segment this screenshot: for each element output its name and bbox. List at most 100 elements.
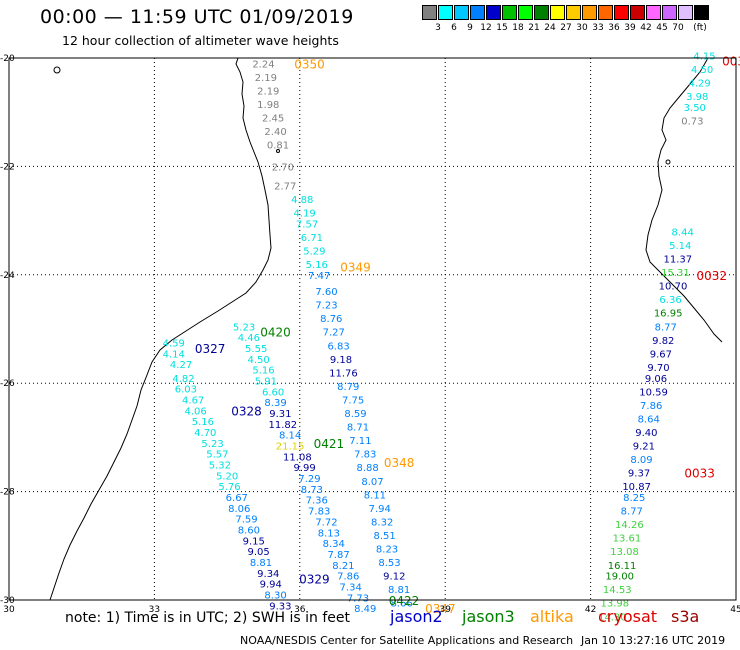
wave-height-label: 8.51	[373, 531, 395, 542]
wave-height-label: 4.88	[291, 195, 313, 206]
wave-height-label: 5.55	[245, 344, 267, 355]
wave-height-label: 5.57	[206, 450, 228, 461]
satellite-jason3: jason3	[462, 607, 515, 626]
lon-tick-label: 42	[585, 605, 596, 615]
legend-swatch	[678, 5, 693, 20]
legend-swatch	[614, 5, 629, 20]
lon-tick-label: 36	[294, 605, 306, 615]
wave-height-label: 4.50	[691, 65, 713, 76]
wave-height-label: 7.94	[369, 504, 391, 515]
wave-height-label: 7.86	[337, 572, 359, 583]
satellite-s3a: s3a	[671, 607, 700, 626]
wave-height-label: 7.83	[308, 507, 330, 518]
legend-swatch	[534, 5, 549, 20]
wave-height-label: 8.13	[318, 528, 340, 539]
legend-label: 36	[608, 23, 620, 33]
wave-height-label: 7.23	[315, 301, 337, 312]
wave-height-label: 7.87	[327, 550, 349, 561]
wave-height-label: 14.26	[615, 520, 644, 531]
island	[665, 159, 671, 165]
wave-height-label: 8.21	[332, 561, 354, 572]
wave-height-label: 7.27	[323, 328, 345, 339]
wave-height-label: 8.73	[301, 485, 323, 496]
wave-height-label: 7.60	[315, 287, 337, 298]
wave-height-label: 8.88	[357, 463, 379, 474]
credit-line: NOAA/NESDIS Center for Satellite Applica…	[240, 634, 574, 647]
legend-label: 27	[560, 23, 572, 33]
pass-time-label: 0422	[389, 594, 420, 608]
legend-swatch	[662, 5, 677, 20]
lat-tick-label: -24	[0, 271, 15, 281]
legend-label: 30	[576, 23, 588, 33]
coastlines	[49, 57, 723, 601]
lon-tick-label: 33	[149, 605, 160, 615]
wave-height-label: 2.40	[264, 127, 286, 138]
wave-height-label: 4.59	[163, 339, 185, 350]
coastline-africa	[49, 57, 272, 601]
pass-time-label: 0420	[260, 326, 291, 340]
wave-height-label: 8.64	[638, 414, 660, 425]
map-frame	[8, 57, 737, 601]
wave-height-label: 11.76	[329, 368, 358, 379]
legend-swatch	[694, 5, 709, 20]
wave-height-label: 5.16	[306, 260, 328, 271]
wave-height-label: 4.19	[294, 208, 316, 219]
wave-height-label: 19.00	[605, 572, 634, 583]
wave-height-label: 7.57	[296, 219, 318, 230]
wave-height-label: 4.27	[170, 360, 192, 371]
wave-height-label: 8.81	[388, 585, 410, 596]
wave-height-label: 13.98	[601, 599, 630, 610]
wave-height-label: 7.29	[298, 474, 320, 485]
wave-height-label: 6.60	[262, 387, 284, 398]
track-gray: 2.24 2.19 2.19 1.98 2.45 2.40 0.81 2.70 2.77 0350	[252, 57, 324, 192]
legend-swatch	[646, 5, 661, 20]
wave-height-label: 9.31	[269, 409, 291, 420]
wave-height-label: 9.18	[330, 355, 352, 366]
legend-label: 6	[451, 23, 457, 33]
lon-tick-label: 39	[439, 605, 451, 615]
legend-swatch	[502, 5, 517, 20]
wave-height-label: 7.36	[306, 496, 328, 507]
legend-swatch	[486, 5, 501, 20]
legend-label: 12	[480, 23, 492, 33]
wave-height-label: 7.75	[342, 395, 364, 406]
wave-height-label: 8.09	[630, 455, 652, 466]
wave-height-label: 7.83	[354, 450, 376, 461]
lon-tick-label: 30	[3, 605, 15, 615]
wave-height-label: 6.36	[659, 295, 681, 306]
wave-height-label: 7.73	[347, 593, 369, 604]
wave-height-label: 14.53	[603, 585, 632, 596]
wave-height-label: 8.34	[323, 539, 345, 550]
legend-swatch	[470, 5, 485, 20]
pass-time-label: 003	[722, 55, 740, 69]
wave-height-label: 3.98	[686, 92, 708, 103]
wave-height-label: 15.31	[661, 268, 690, 279]
wave-height-label: 11.37	[664, 255, 693, 266]
pass-time-label: 0350	[294, 57, 325, 71]
wave-height-label: 8.39	[264, 398, 286, 409]
wave-height-label: 4.06	[184, 406, 206, 417]
track-mid: 5.234.465.554.505.165.916.608.399.3111.8…	[231, 322, 376, 615]
track-east: 4.15 4.50 4.29 3.983.50 0.73 8.44 5.14 11.37 15.…	[598, 51, 716, 623]
pass-time-label: 0033	[684, 467, 715, 481]
wave-height-label: 8.77	[655, 322, 677, 333]
wave-height-label: 21.15	[276, 442, 305, 453]
lat-tick-label: -26	[0, 379, 15, 389]
wave-height-label: 7.11	[349, 436, 371, 447]
wave-height-label: 9.37	[628, 469, 650, 480]
legend-label: 21	[528, 23, 540, 33]
wave-height-label: 8.49	[354, 604, 376, 615]
wave-height-label: 0.81	[267, 141, 289, 152]
wave-height-label: 6.03	[175, 385, 197, 396]
wave-height-label: 5.76	[218, 482, 240, 493]
legend-swatch	[566, 5, 581, 20]
wave-height-label: 9.67	[650, 349, 672, 360]
legend-label: 24	[544, 23, 556, 33]
wave-height-label: 8.14	[279, 431, 301, 442]
wave-height-label: 6.67	[226, 493, 248, 504]
wave-height-label: 16.95	[654, 309, 683, 320]
wave-height-label: 2.45	[262, 114, 284, 125]
wave-height-label: 7.72	[315, 517, 337, 528]
wave-height-label: 9.34	[257, 569, 279, 580]
